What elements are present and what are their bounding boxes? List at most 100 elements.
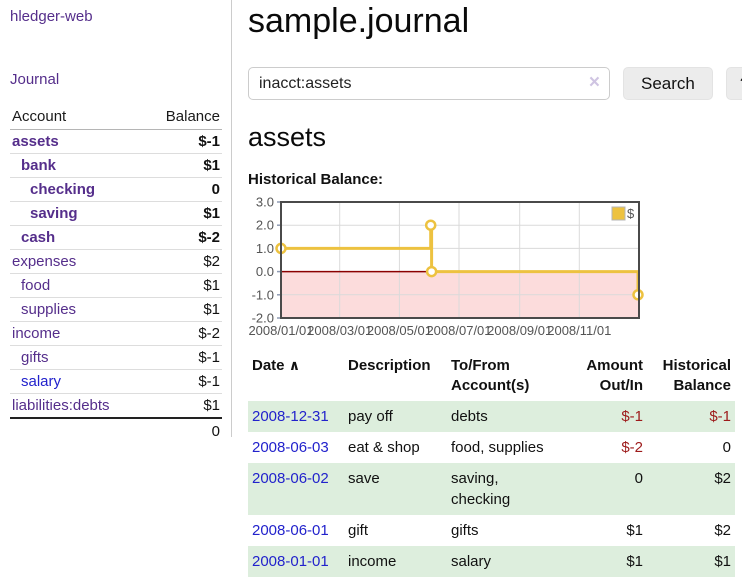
transaction-description: gift <box>348 522 369 540</box>
help-button[interactable]: ? <box>725 67 742 101</box>
transaction-accounts: salary <box>451 553 492 571</box>
transaction-balance: $2 <box>714 470 731 488</box>
journal-link[interactable]: Journal <box>10 71 60 88</box>
app-brand-link[interactable]: hledger-web <box>10 8 93 25</box>
transaction-description: income <box>348 553 397 571</box>
chart-canvas[interactable]: $3.0 2.0 1.0 0.0 -1.0 -2.02008/01/012008/03/0… <box>248 195 742 342</box>
data-point-marker[interactable] <box>425 265 438 278</box>
transaction-amount: $1 <box>626 522 643 540</box>
legend-label: $ <box>627 206 635 221</box>
account-row: assets $-1 <box>10 130 222 154</box>
account-row: salary $-1 <box>10 369 222 394</box>
account-link[interactable]: checking <box>30 181 96 198</box>
register-row: 2008-12-31 pay off debts $-1 $-1 <box>248 401 735 433</box>
account-link[interactable]: saving <box>30 205 78 222</box>
transaction-description: pay off <box>348 408 393 426</box>
account-balance: $1 <box>144 153 222 178</box>
amount-column-header: Amount Out/In <box>586 357 643 394</box>
account-row: checking 0 <box>10 177 222 202</box>
register-table: Date ∧ Description To/From Account(s) Am… <box>248 354 735 578</box>
transaction-date-link[interactable]: 2008-12-31 <box>252 408 329 426</box>
account-column-header: Account <box>10 105 145 130</box>
account-balance: $1 <box>144 393 222 418</box>
date-column-header[interactable]: Date ∧ <box>252 357 301 375</box>
total-balance: 0 <box>144 417 222 444</box>
account-balance: $-2 <box>144 225 222 250</box>
account-row: food $1 <box>10 273 222 298</box>
legend-swatch <box>611 206 626 221</box>
x-tick-label: 2008/11/01 <box>547 323 611 338</box>
register-row: 2008-01-01 income salary $1 $1 <box>248 546 735 578</box>
register-row: 2008-06-01 gift gifts $1 $2 <box>248 515 735 546</box>
account-link[interactable]: liabilities:debts <box>12 397 110 414</box>
transaction-amount: $-2 <box>621 439 643 457</box>
register-header-row: Date ∧ Description To/From Account(s) Am… <box>248 354 735 401</box>
account-row: bank $1 <box>10 153 222 178</box>
register-row: 2008-06-03 eat & shop food, supplies $-2… <box>248 432 735 463</box>
search-button[interactable]: Search <box>623 67 713 101</box>
transaction-date-link[interactable]: 2008-06-01 <box>252 522 329 540</box>
account-link[interactable]: expenses <box>12 253 77 270</box>
transaction-balance: 0 <box>722 439 731 457</box>
transaction-balance: $2 <box>714 522 731 540</box>
account-balance: $-1 <box>144 369 222 394</box>
sidebar: hledger-web Journal Account Balance asse… <box>0 0 232 444</box>
y-tick-label: 0.0 <box>256 264 274 279</box>
account-row: income $-2 <box>10 321 222 346</box>
account-link[interactable]: assets <box>12 133 59 150</box>
transaction-accounts: saving, checking <box>451 470 511 509</box>
account-heading: assets <box>248 122 327 153</box>
transaction-amount: $-1 <box>621 408 643 426</box>
account-link[interactable]: gifts <box>21 349 49 366</box>
balance-column-header: Balance <box>144 105 222 130</box>
transaction-amount: $1 <box>626 553 643 571</box>
transaction-date-link[interactable]: 2008-06-02 <box>252 470 329 488</box>
account-balance: 0 <box>144 177 222 202</box>
search-input[interactable] <box>248 67 610 101</box>
transaction-accounts: food, supplies <box>451 439 544 457</box>
accounts-header-row: Account Balance <box>10 105 222 130</box>
account-link[interactable]: bank <box>21 157 57 174</box>
x-tick-label: 2008/09/01 <box>487 323 552 338</box>
historical-balance-chart[interactable]: $3.0 2.0 1.0 0.0 -1.0 -2.0 2008/01/01 2008/03/0… <box>248 195 742 342</box>
accounts-total-row: 0 <box>10 417 222 444</box>
y-tick-label: -2.0 <box>252 311 274 326</box>
account-row: expenses $2 <box>10 249 222 274</box>
main-content: sample.journal × Search ? assets Histori… <box>232 0 742 578</box>
account-link[interactable]: supplies <box>21 301 77 318</box>
account-balance: $2 <box>144 249 222 274</box>
x-tick-label: 2008/01/01 <box>248 323 313 338</box>
y-tick-label: 2.0 <box>256 218 274 233</box>
sort-ascending-icon: ∧ <box>288 357 301 374</box>
balance-column-header-register: Historical Balance <box>662 357 731 394</box>
page-title: sample.journal <box>248 2 470 40</box>
register-row: 2008-06-02 save saving, checking 0 $2 <box>248 463 735 516</box>
account-row: supplies $1 <box>10 297 222 322</box>
x-tick-label: 2008/03/01 <box>307 323 372 338</box>
account-link[interactable]: income <box>12 325 61 342</box>
description-column-header: Description <box>348 357 431 375</box>
chart-title: Historical Balance: <box>248 171 384 189</box>
nav-journal: Journal <box>10 71 222 88</box>
clear-search-icon[interactable]: × <box>588 72 600 94</box>
account-row: liabilities:debts $1 <box>10 393 222 418</box>
account-balance: $1 <box>144 201 222 226</box>
account-balance: $-1 <box>198 133 220 150</box>
transaction-date-link[interactable]: 2008-06-03 <box>252 439 329 457</box>
account-row: gifts $-1 <box>10 345 222 370</box>
account-balance: $-1 <box>144 345 222 370</box>
plot-border <box>280 201 640 320</box>
account-link[interactable]: food <box>21 277 51 294</box>
account-balance: $-2 <box>144 321 222 346</box>
transaction-description: save <box>348 470 380 488</box>
transaction-balance: $-1 <box>709 408 731 426</box>
account-link[interactable]: salary <box>21 373 62 390</box>
transaction-accounts: debts <box>451 408 488 426</box>
y-tick-label: 1.0 <box>256 241 274 256</box>
data-point-marker[interactable] <box>424 219 437 232</box>
transaction-date-link[interactable]: 2008-01-01 <box>252 553 329 571</box>
accounts-table: Account Balance assets $-1 bank $1 check… <box>10 105 222 444</box>
account-link[interactable]: cash <box>21 229 56 246</box>
transaction-description: eat & shop <box>348 439 420 457</box>
transaction-amount: 0 <box>634 470 643 488</box>
